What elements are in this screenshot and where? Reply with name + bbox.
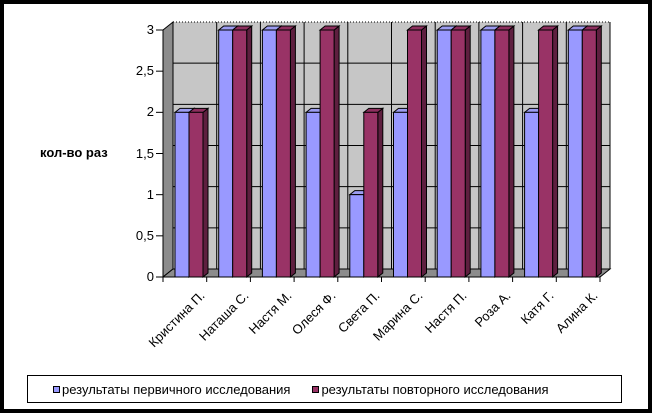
bar-side-face — [421, 24, 427, 279]
y-tick-label: 3 — [146, 22, 154, 37]
bar — [349, 194, 365, 278]
bar-side-face — [333, 24, 340, 279]
y-tick-label: 1,5 — [135, 145, 154, 161]
legend-swatch-primary-series — [53, 385, 60, 393]
y-axis-title: кол-во раз — [40, 145, 108, 160]
bar — [450, 29, 466, 278]
bar — [261, 29, 277, 278]
y-tick-label: 0 — [146, 269, 154, 284]
bar — [275, 29, 291, 278]
bar-side-face — [552, 24, 559, 279]
bar-side-face — [508, 24, 515, 279]
bar-side-face — [202, 107, 209, 279]
bar — [319, 29, 335, 278]
legend: результаты первичного исследования резул… — [27, 375, 622, 403]
bar — [494, 29, 510, 278]
legend-item-primary: результаты первичного исследования — [53, 382, 290, 397]
chart-canvas — [156, 20, 612, 282]
bar — [436, 29, 452, 278]
bar-side-face — [246, 24, 253, 279]
bar — [188, 111, 204, 278]
bar — [567, 29, 583, 278]
bar — [305, 111, 321, 278]
bar-side-face — [377, 107, 384, 279]
bar — [524, 111, 540, 278]
bar — [174, 111, 190, 278]
y-tick-label: 2 — [146, 104, 154, 120]
bar — [363, 111, 379, 278]
y-tick-label: 1 — [146, 186, 154, 202]
bar — [538, 29, 554, 278]
legend-label-primary-series: результаты первичного исследования — [62, 381, 291, 397]
bar — [232, 29, 248, 278]
bar — [581, 29, 597, 278]
bar-side-face — [289, 24, 296, 279]
legend-item-repeat: результаты повторного исследования — [312, 381, 549, 397]
legend-swatch-repeat-series — [312, 385, 320, 393]
bar-side-face — [464, 24, 471, 279]
bar — [407, 29, 422, 278]
bar — [393, 111, 408, 278]
bar — [218, 29, 234, 278]
y-tick-label: 2,5 — [135, 63, 154, 79]
y-tick-label: 0,5 — [135, 227, 154, 243]
legend-label-repeat-series: результаты повторного исследования — [321, 381, 549, 397]
plot-left-wall — [162, 20, 174, 279]
bar-side-face — [595, 24, 602, 279]
bar — [480, 29, 496, 278]
